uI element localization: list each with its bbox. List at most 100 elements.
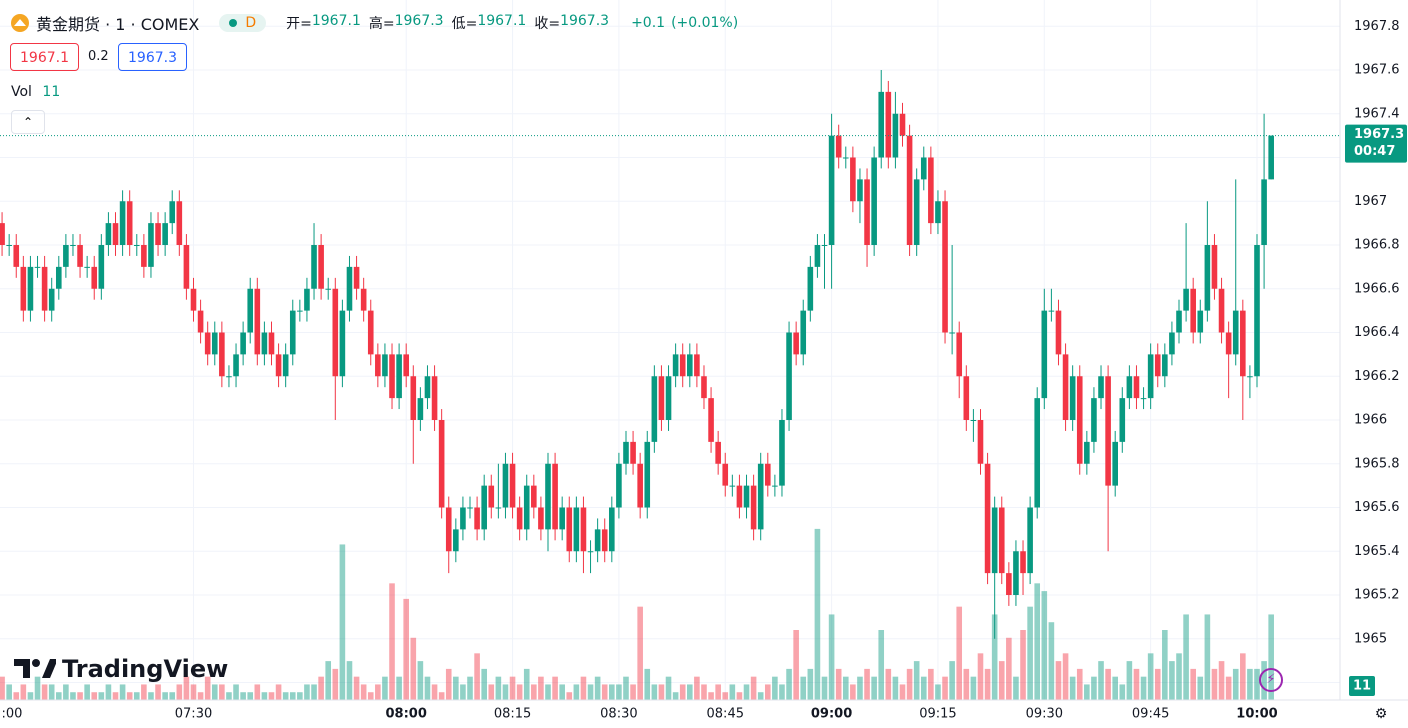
candle-body [963, 376, 970, 420]
candle-body [141, 245, 147, 267]
volume-bar [1076, 668, 1083, 700]
candle-body [991, 507, 998, 574]
candle-body [913, 179, 920, 245]
candle-body [637, 463, 643, 508]
candle-body [481, 485, 487, 530]
volume-bar [261, 692, 268, 700]
candle-body [1098, 376, 1104, 399]
candle-body [119, 201, 126, 245]
candle-body [722, 463, 729, 486]
volume-bar [211, 684, 218, 700]
candle-body [630, 441, 636, 464]
volume-bar [27, 692, 34, 700]
volume-bar [311, 684, 317, 700]
volume-bar [1169, 661, 1175, 700]
ohlc-label: 开= [286, 16, 312, 32]
status-dot [229, 19, 238, 27]
candle-body [1268, 135, 1274, 180]
volume-bar [1006, 637, 1012, 700]
candle-body [899, 113, 906, 136]
candle-body [906, 135, 913, 245]
candle-body [977, 420, 984, 464]
collapse-button[interactable]: ⌃ [11, 110, 45, 134]
candle-body [651, 376, 658, 442]
x-tick-label: 08:30 [600, 707, 637, 722]
volume-bar [289, 692, 296, 700]
candle-body [275, 354, 282, 377]
volume-bar [474, 653, 480, 700]
volume-bar [928, 668, 934, 700]
volume-bar [346, 661, 353, 700]
volume-bar [481, 668, 487, 700]
volume-bar [1247, 668, 1253, 700]
market-status[interactable]: D [219, 14, 267, 32]
candle-body [956, 332, 963, 377]
candle-body [772, 485, 778, 487]
volume-bar [573, 684, 580, 700]
x-tick-label: 09:15 [919, 707, 956, 722]
volume-bar [1041, 591, 1048, 700]
volume-bar [523, 668, 530, 700]
candle-body [488, 485, 495, 508]
candle-body [1027, 507, 1033, 574]
bid-button[interactable]: 1967.1 [10, 43, 79, 71]
candle-body [360, 288, 367, 311]
volume-bar [162, 692, 168, 700]
volume-bar [871, 676, 877, 700]
candle-body [410, 376, 417, 420]
y-tick-label: 1967 [1354, 194, 1387, 209]
candle-body [367, 310, 374, 355]
volume-bar [1119, 684, 1126, 700]
candle-body [70, 245, 76, 246]
candle-body [658, 376, 665, 420]
y-tick-label: 1966 [1354, 413, 1387, 428]
candle-body [1076, 376, 1083, 464]
volume-bar [545, 684, 551, 700]
candle-body [672, 354, 679, 377]
volume-bar [750, 676, 757, 700]
volume-bar [247, 692, 254, 700]
volume-bar [637, 606, 643, 700]
volume-bar [1183, 614, 1189, 700]
candle-body [424, 376, 431, 399]
flash-button[interactable]: ⚡ [1259, 668, 1283, 692]
candle-body [552, 463, 558, 530]
volume-bar [701, 684, 707, 700]
volume-bar [1126, 661, 1133, 700]
volume-bar [800, 676, 807, 700]
candle-body [240, 332, 246, 355]
volume-bar [112, 692, 119, 700]
volume-bar [77, 692, 83, 700]
volume-bar [942, 676, 948, 700]
volume-bar [807, 668, 814, 700]
volume-bar [70, 692, 76, 700]
candle-body [55, 266, 62, 289]
candle-body [190, 288, 197, 311]
volume-bar [6, 684, 12, 700]
plot-area [0, 0, 1340, 700]
candle-body [133, 245, 140, 246]
ask-button[interactable]: 1967.3 [118, 43, 187, 71]
candle-body [197, 310, 204, 333]
spread: 0.2 [88, 49, 109, 64]
volume-bar [878, 630, 885, 700]
candle-body [757, 463, 764, 530]
volume-bar [445, 668, 452, 700]
candle-body [892, 113, 899, 158]
volume-bar [729, 684, 736, 700]
candle-body [460, 507, 466, 530]
volume-bar [786, 668, 792, 700]
volume-bar [601, 684, 608, 700]
settings-button[interactable]: ⚙ [1374, 706, 1388, 722]
volume-bar [665, 676, 672, 700]
volume-bar [708, 692, 714, 700]
volume-bar [1162, 630, 1168, 700]
candle-body [155, 223, 161, 245]
volume-bar [835, 668, 842, 700]
volume-bar [998, 661, 1005, 700]
candle-body [1176, 310, 1182, 333]
volume-bar [254, 684, 261, 700]
volume-bar [1197, 676, 1204, 700]
candle-body [219, 332, 225, 377]
ohlc-label: 低= [451, 16, 478, 32]
